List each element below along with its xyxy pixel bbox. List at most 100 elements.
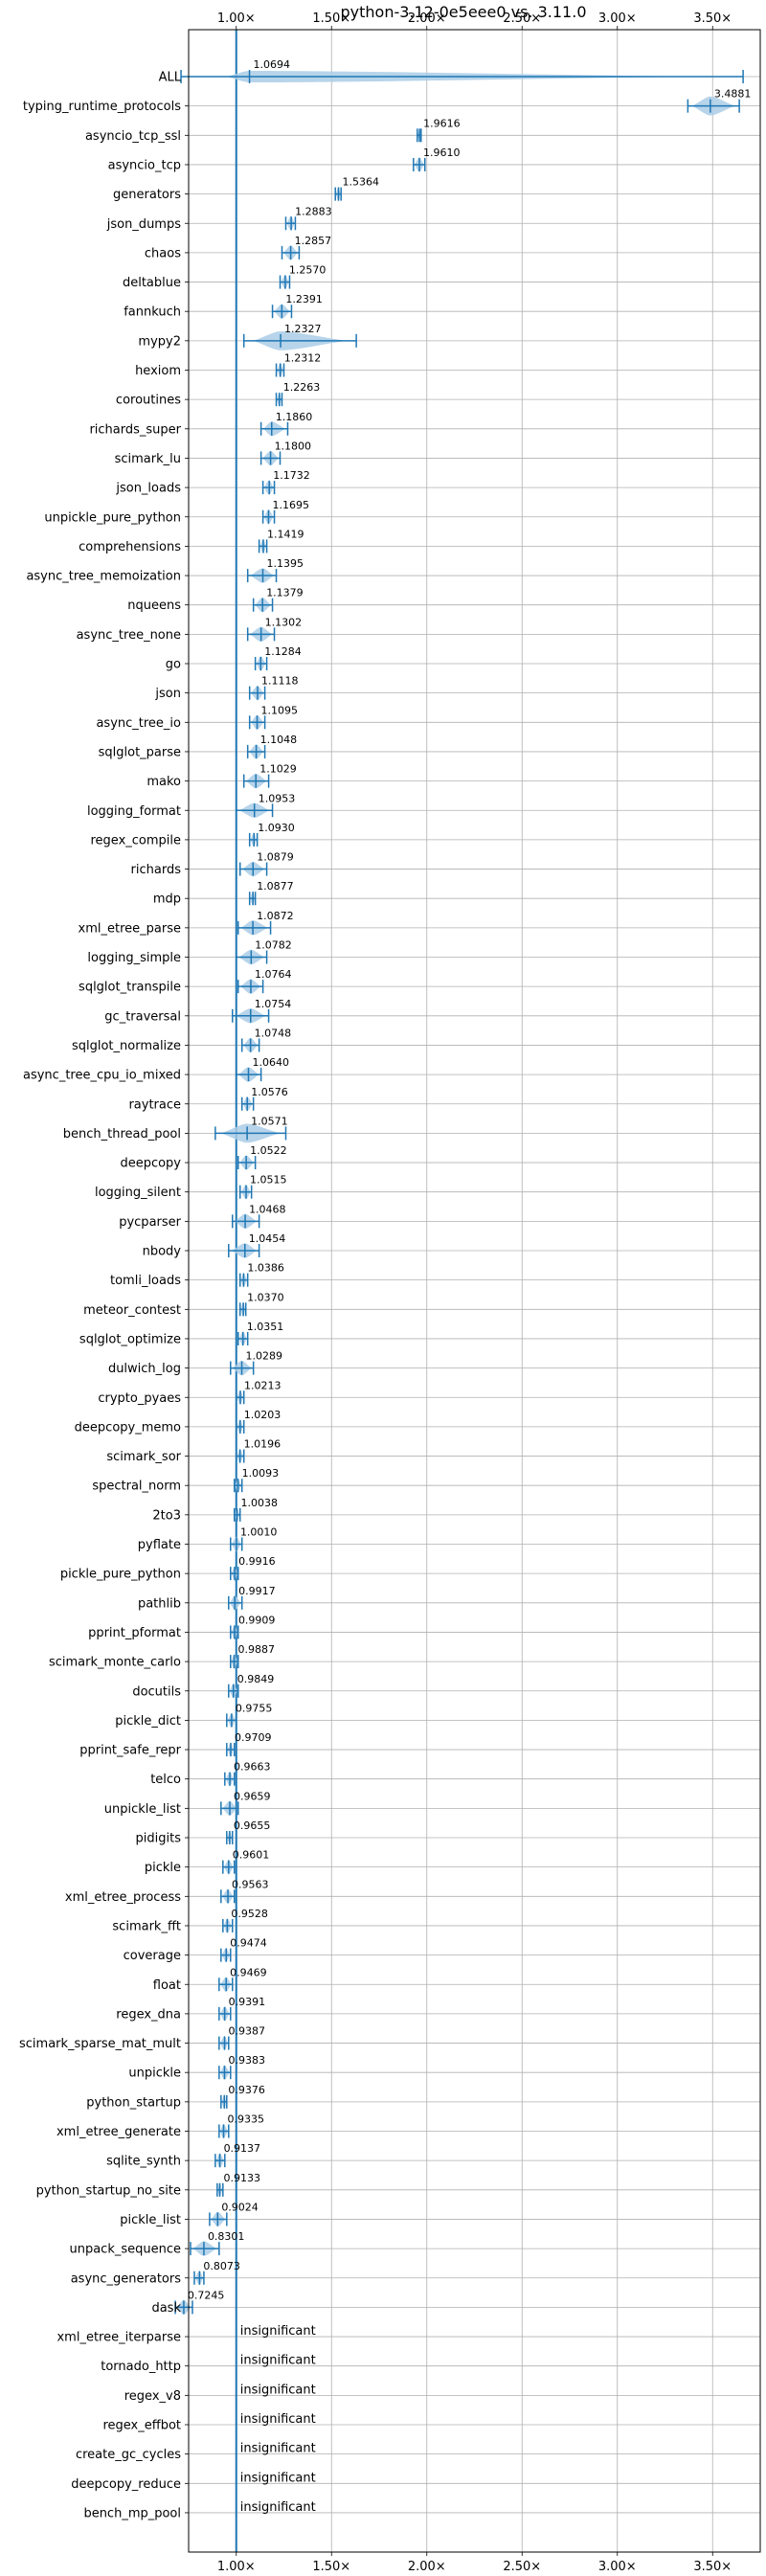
value-label: 1.0748 bbox=[255, 1027, 292, 1039]
benchmark-label: async_tree_io bbox=[96, 716, 181, 731]
x-tick-label-top: 3.50× bbox=[693, 11, 732, 26]
benchmark-label: asyncio_tcp bbox=[108, 158, 181, 172]
value-label: 1.0213 bbox=[244, 1379, 282, 1391]
benchmark-label: unpickle bbox=[128, 2067, 181, 2081]
x-tick-label-top: 2.00× bbox=[408, 11, 446, 26]
insignificant-label: insignificant bbox=[240, 2442, 316, 2456]
benchmark-label: unpack_sequence bbox=[69, 2243, 181, 2257]
benchmark-label: json_loads bbox=[115, 482, 181, 496]
benchmark-label: pprint_safe_repr bbox=[79, 1744, 181, 1758]
benchmark-label: pyflate bbox=[138, 1538, 181, 1552]
value-label: 1.0872 bbox=[257, 910, 294, 922]
benchmark-label: dulwich_log bbox=[108, 1362, 181, 1376]
plot-frame bbox=[188, 29, 761, 2553]
benchmark-label: nqueens bbox=[127, 599, 181, 613]
value-label: 1.0468 bbox=[249, 1203, 286, 1215]
benchmark-label: sqlglot_optimize bbox=[79, 1332, 181, 1346]
value-label: 0.9137 bbox=[224, 2142, 261, 2155]
benchmark-label: asyncio_tcp_ssl bbox=[85, 129, 181, 144]
benchmark-label: async_generators bbox=[71, 2271, 182, 2286]
value-label: 0.9849 bbox=[237, 1673, 275, 1685]
value-label: 1.2263 bbox=[283, 381, 321, 394]
value-label: 1.0522 bbox=[250, 1144, 287, 1157]
value-label: 1.2570 bbox=[289, 264, 327, 277]
benchmark-label: coroutines bbox=[116, 394, 181, 408]
benchmark-label: scimark_sparse_mat_mult bbox=[19, 2037, 181, 2051]
value-label: 0.9474 bbox=[230, 1937, 267, 1950]
value-label: 1.1029 bbox=[259, 763, 297, 776]
value-label: 0.9909 bbox=[238, 1614, 275, 1626]
value-label: 0.9024 bbox=[221, 2201, 259, 2213]
benchmark-label: richards_super bbox=[89, 422, 181, 437]
benchmark-label: dask bbox=[151, 2301, 181, 2316]
x-tick-label-bottom: 1.00× bbox=[217, 2560, 256, 2574]
value-label: 1.0386 bbox=[247, 1262, 284, 1275]
benchmark-label: tomli_loads bbox=[110, 1274, 181, 1288]
benchmark-label: regex_compile bbox=[90, 833, 181, 847]
value-label: 1.9616 bbox=[423, 117, 461, 129]
benchmark-label: pathlib bbox=[138, 1596, 181, 1611]
x-tick-label-bottom: 3.50× bbox=[693, 2560, 732, 2574]
value-label: 0.9655 bbox=[234, 1819, 271, 1832]
value-label: 1.2327 bbox=[284, 323, 322, 335]
value-label: 1.0879 bbox=[257, 851, 294, 864]
value-label: 0.9335 bbox=[228, 2113, 264, 2126]
benchmark-label: docutils bbox=[132, 1684, 181, 1699]
benchmark-label: unpickle_list bbox=[104, 1802, 181, 1817]
x-tick-label-top: 3.00× bbox=[598, 11, 637, 26]
benchmark-label: logging_format bbox=[87, 804, 181, 819]
benchmark-label: logging_simple bbox=[87, 951, 181, 965]
benchmark-label: regex_dna bbox=[116, 2007, 181, 2022]
benchmark-label: typing_runtime_protocols bbox=[23, 100, 181, 114]
value-label: 1.0093 bbox=[242, 1467, 280, 1480]
x-tick-label-bottom: 3.00× bbox=[598, 2560, 637, 2574]
value-label: 0.9133 bbox=[223, 2172, 260, 2184]
value-label: 1.1302 bbox=[265, 616, 303, 628]
value-label: 1.1732 bbox=[273, 469, 310, 482]
x-tick-label-top: 1.00× bbox=[217, 11, 256, 26]
value-label: 0.9916 bbox=[238, 1555, 276, 1568]
value-label: 1.1395 bbox=[267, 557, 304, 570]
benchmark-label: gc_traversal bbox=[104, 1009, 181, 1024]
benchmark-label: python_startup bbox=[86, 2095, 181, 2110]
value-label: 1.0953 bbox=[259, 792, 296, 804]
value-label: 3.4881 bbox=[714, 88, 752, 101]
value-label: 1.0010 bbox=[240, 1526, 278, 1539]
value-label: 1.0877 bbox=[257, 880, 294, 893]
value-label: 0.9469 bbox=[230, 1966, 267, 1978]
benchmark-label: crypto_pyaes bbox=[98, 1391, 181, 1406]
value-label: 1.1284 bbox=[264, 645, 302, 658]
value-label: 1.0370 bbox=[247, 1291, 284, 1303]
benchmark-label: scimark_sor bbox=[106, 1450, 181, 1464]
x-tick-label-top: 2.50× bbox=[503, 11, 541, 26]
value-label: 1.0196 bbox=[244, 1438, 281, 1451]
value-label: 0.9659 bbox=[234, 1790, 271, 1802]
benchmark-label: deltablue bbox=[123, 276, 181, 290]
benchmark-label: telco bbox=[150, 1773, 181, 1787]
value-label: 0.9709 bbox=[235, 1731, 272, 1744]
benchmark-label: deepcopy_reduce bbox=[71, 2477, 181, 2492]
value-label: 0.7245 bbox=[188, 2289, 225, 2301]
benchmark-label: xml_etree_iterparse bbox=[56, 2331, 181, 2345]
value-label: 0.9917 bbox=[238, 1585, 276, 1597]
value-label: 1.1095 bbox=[261, 704, 299, 716]
benchmark-label: create_gc_cycles bbox=[76, 2448, 181, 2462]
benchmark-label: regex_v8 bbox=[124, 2389, 181, 2404]
value-label: 1.1860 bbox=[276, 411, 313, 423]
insignificant-label: insignificant bbox=[240, 2354, 316, 2368]
benchmark-label: deepcopy_memo bbox=[75, 1420, 181, 1435]
benchmark-label: pprint_pformat bbox=[88, 1626, 181, 1640]
benchmark-label: scimark_lu bbox=[115, 452, 181, 466]
value-label: 1.0571 bbox=[251, 1115, 288, 1127]
benchmark-label: logging_silent bbox=[95, 1186, 181, 1200]
value-label: 1.1419 bbox=[267, 528, 304, 540]
benchmark-label: deepcopy bbox=[120, 1157, 181, 1171]
value-label: 1.0351 bbox=[247, 1321, 284, 1333]
benchmark-label: fannkuch bbox=[124, 305, 181, 320]
benchmark-label: 2to3 bbox=[152, 1508, 181, 1523]
value-label: 1.1695 bbox=[272, 499, 309, 511]
benchmark-label: meteor_contest bbox=[83, 1303, 181, 1318]
benchmark-label: async_tree_none bbox=[77, 628, 181, 643]
benchmark-label: bench_mp_pool bbox=[83, 2506, 181, 2520]
